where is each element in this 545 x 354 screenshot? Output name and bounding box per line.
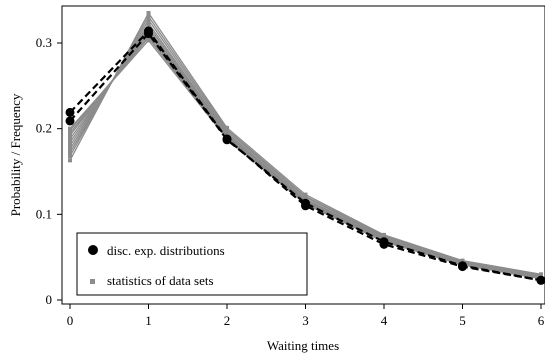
x-tick-label: 6 [538,313,545,328]
gray-series-point [68,154,72,159]
gray-series-point [146,11,151,16]
y-tick-label: 0.2 [36,121,52,136]
gray-series-point [68,143,72,148]
black-series-point [144,26,153,36]
y-axis-label: Probability / Frequency [8,93,23,216]
gray-series-point [68,133,72,138]
y-tick-label: 0.3 [36,35,52,50]
y-axis: 0 0.1 0.2 0.3 [36,35,62,307]
black-series-point [379,239,389,249]
legend-marker-circle [88,245,98,255]
black-series-point [536,275,545,285]
x-axis: 0 1 2 3 4 5 6 [67,304,545,328]
legend-label-distributions: disc. exp. distributions [107,243,225,258]
legend: disc. exp. distributions statistics of d… [76,232,308,296]
x-tick-label: 3 [302,313,309,328]
x-tick-label: 0 [67,313,74,328]
black-series-point [458,262,467,272]
gray-series-point [68,126,72,131]
legend-label-data-sets: statistics of data sets [107,273,214,288]
x-tick-label: 4 [381,313,388,328]
gray-series-point [146,38,151,43]
x-tick-label: 2 [224,313,231,328]
y-tick-label: 0 [46,292,53,307]
legend-marker-square [90,279,95,284]
black-series-point [65,116,75,126]
gray-series-point [146,23,151,28]
x-tick-label: 5 [459,313,466,328]
gray-series-point [68,150,72,155]
gray-series-point [146,17,151,22]
black-series-point [65,107,75,117]
gray-series-point [146,21,151,26]
series-disc-exp-distributions [65,26,545,285]
black-series-point [222,134,232,144]
x-tick-label: 1 [145,313,152,328]
black-series-point [301,201,310,211]
gray-series-point [68,158,72,163]
gray-series-point [68,130,72,135]
legend-box [76,232,308,296]
gray-series-point [68,147,72,152]
y-tick-label: 0.1 [36,206,52,221]
plot-frame [61,5,545,305]
gray-series-point [68,140,72,145]
x-axis-label: Waiting times [267,338,339,353]
gray-series-point [146,14,151,19]
gray-series-point [68,136,72,141]
